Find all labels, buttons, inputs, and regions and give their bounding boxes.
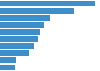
Bar xyxy=(0,8,74,14)
Bar xyxy=(0,29,40,35)
Bar xyxy=(0,1,95,6)
Bar xyxy=(0,43,34,49)
Bar xyxy=(0,22,44,28)
Bar xyxy=(0,15,50,21)
Bar xyxy=(0,65,15,70)
Bar xyxy=(0,57,16,63)
Bar xyxy=(0,36,38,42)
Bar xyxy=(0,50,29,56)
